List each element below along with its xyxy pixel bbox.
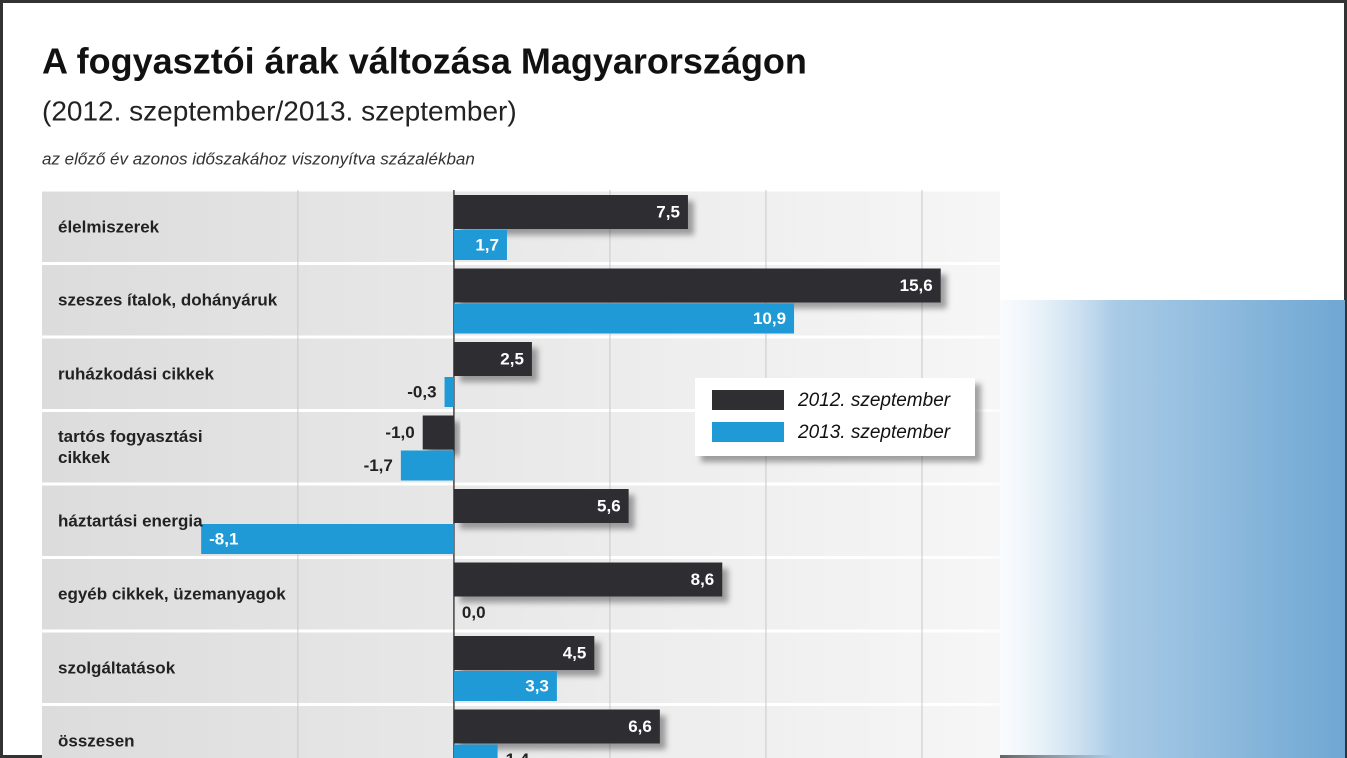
legend-swatch (712, 390, 784, 410)
value-label: -1,0 (385, 423, 414, 442)
value-label: 6,6 (628, 717, 652, 736)
value-label: -1,7 (364, 456, 393, 475)
bar (453, 303, 795, 334)
legend-label: 2012. szeptember (797, 390, 951, 411)
bar (453, 636, 595, 670)
bar (453, 195, 688, 229)
value-label: 8,6 (691, 570, 715, 589)
photo-background (960, 300, 1345, 758)
chart-subtitle: (2012. szeptember/2013. szeptember) (42, 95, 517, 126)
chart-title: A fogyasztói árak változása Magyarország… (42, 41, 807, 82)
category-label: ruházkodási cikkek (58, 364, 214, 384)
bar (453, 709, 660, 744)
category-label: élelmiszerek (58, 217, 160, 237)
bar (453, 744, 498, 758)
value-label: -8,1 (209, 529, 238, 548)
category-label: összesen (58, 731, 135, 751)
category-label: tartós fogyasztási cikkek (58, 427, 203, 468)
legend-swatch (712, 422, 784, 442)
category-label: háztartási energia (58, 511, 203, 531)
value-label: 0,0 (462, 603, 486, 622)
value-label: 15,6 (900, 276, 933, 295)
value-label: 10,9 (753, 309, 786, 328)
bar (422, 415, 454, 450)
value-label: 5,6 (597, 496, 621, 515)
value-label: -0,3 (407, 382, 436, 401)
category-label: egyéb cikkek, üzemanyagok (58, 584, 286, 604)
category-label: szeszes ítalok, dohányáruk (58, 290, 278, 310)
legend-label: 2013. szeptember (797, 422, 951, 443)
chart-note: az előző év azonos időszakához viszonyít… (42, 149, 475, 168)
bar (453, 562, 723, 597)
bar (453, 671, 557, 701)
bar (400, 450, 454, 481)
value-label: 3,3 (525, 676, 549, 695)
bar (453, 268, 941, 303)
value-label: 1,7 (475, 235, 499, 254)
bar (201, 524, 454, 554)
bar (453, 230, 507, 260)
value-label: 4,5 (563, 643, 587, 662)
bar (453, 489, 629, 523)
bar (444, 377, 454, 407)
value-label: 1,4 (506, 750, 530, 758)
value-label: 7,5 (656, 202, 680, 221)
value-label: 2,5 (500, 349, 524, 368)
category-label: szolgáltatások (58, 658, 176, 678)
bar (453, 342, 532, 376)
